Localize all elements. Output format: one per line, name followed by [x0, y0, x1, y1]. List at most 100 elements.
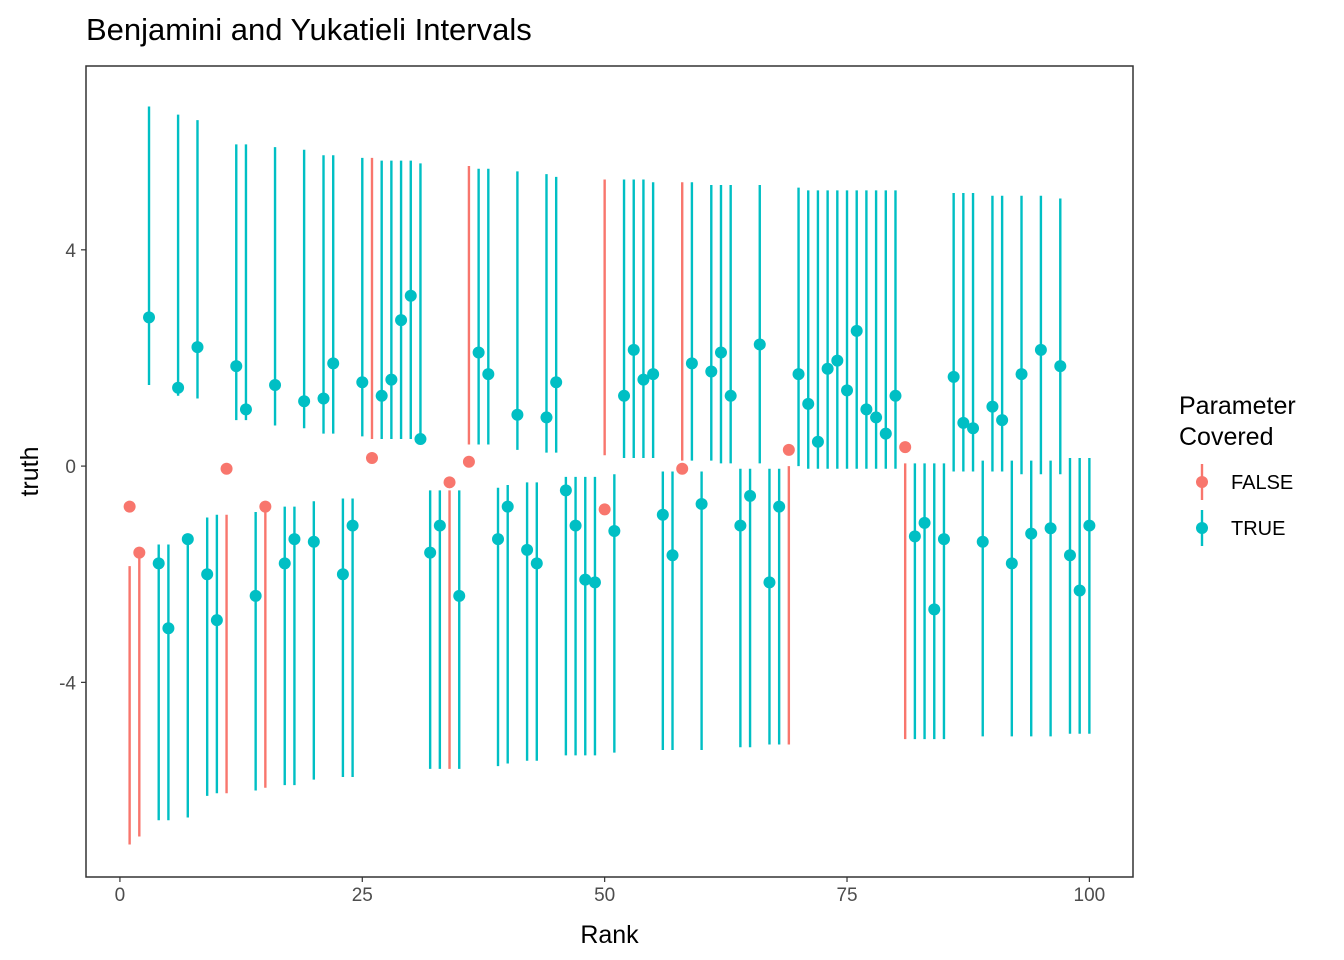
legend-key-point-true — [1196, 522, 1208, 534]
point-rank-62 — [714, 346, 727, 359]
point-rank-74 — [831, 354, 844, 367]
point-rank-39 — [492, 533, 505, 546]
points-layer — [123, 289, 1096, 635]
point-rank-81 — [899, 441, 912, 454]
point-rank-80 — [889, 389, 902, 402]
point-rank-69 — [782, 443, 795, 456]
point-rank-64 — [734, 519, 747, 532]
point-rank-49 — [588, 576, 601, 589]
point-rank-42 — [521, 543, 534, 556]
point-rank-38 — [482, 368, 495, 381]
point-rank-47 — [569, 519, 582, 532]
point-rank-37 — [472, 346, 485, 359]
point-rank-32 — [424, 546, 437, 559]
point-rank-95 — [1034, 343, 1047, 356]
point-rank-9 — [201, 568, 214, 581]
point-rank-17 — [278, 557, 291, 570]
point-rank-53 — [627, 343, 640, 356]
legend-entries: FALSE TRUE — [1196, 464, 1293, 546]
point-rank-86 — [947, 370, 960, 383]
point-rank-59 — [685, 357, 698, 370]
legend-key-point-false — [1196, 476, 1208, 488]
y-tick-label-0: -4 — [59, 673, 76, 694]
point-rank-24 — [346, 519, 359, 532]
point-rank-2 — [133, 546, 146, 559]
legend-title-line-1: Parameter — [1179, 392, 1296, 420]
point-rank-41 — [511, 408, 524, 421]
point-rank-46 — [559, 484, 572, 497]
point-rank-96 — [1044, 522, 1057, 535]
point-rank-51 — [608, 524, 621, 537]
point-rank-65 — [744, 489, 757, 502]
point-rank-25 — [356, 376, 369, 389]
point-rank-5 — [162, 622, 175, 635]
point-rank-31 — [414, 433, 427, 446]
x-tick-label-1: 25 — [352, 885, 373, 906]
point-rank-19 — [298, 395, 311, 408]
point-rank-61 — [705, 365, 718, 378]
point-rank-71 — [802, 397, 815, 410]
point-rank-98 — [1063, 549, 1076, 562]
point-rank-84 — [928, 603, 941, 616]
y-tick-label-2: 4 — [65, 241, 76, 262]
point-rank-50 — [598, 503, 611, 516]
point-rank-54 — [637, 373, 650, 386]
point-rank-21 — [317, 392, 330, 405]
point-rank-91 — [996, 414, 1009, 427]
point-rank-94 — [1025, 527, 1038, 540]
point-rank-20 — [307, 535, 320, 548]
point-rank-100 — [1083, 519, 1096, 532]
point-rank-83 — [918, 516, 931, 529]
point-rank-4 — [152, 557, 165, 570]
point-rank-58 — [676, 462, 689, 475]
x-tick-label-2: 50 — [594, 885, 615, 906]
point-rank-28 — [385, 373, 398, 386]
point-rank-33 — [433, 519, 446, 532]
point-rank-82 — [908, 530, 921, 543]
point-rank-23 — [336, 568, 349, 581]
point-rank-75 — [841, 384, 854, 397]
point-rank-57 — [666, 549, 679, 562]
point-rank-8 — [191, 341, 204, 354]
legend-label-true: TRUE — [1231, 518, 1285, 540]
point-rank-87 — [957, 416, 970, 429]
point-rank-72 — [811, 435, 824, 448]
point-rank-88 — [967, 422, 980, 435]
point-rank-79 — [879, 427, 892, 440]
point-rank-11 — [220, 462, 233, 475]
point-rank-92 — [1005, 557, 1018, 570]
point-rank-56 — [656, 508, 669, 521]
point-rank-66 — [753, 338, 766, 351]
legend-label-false: FALSE — [1231, 472, 1293, 494]
point-rank-85 — [937, 533, 950, 546]
point-rank-16 — [269, 378, 282, 391]
point-rank-22 — [327, 357, 340, 370]
legend: Parameter Covered FALSE TRUE — [1179, 392, 1296, 546]
point-rank-60 — [695, 497, 708, 510]
point-rank-97 — [1054, 360, 1067, 373]
point-rank-13 — [239, 403, 252, 416]
point-rank-55 — [647, 368, 660, 381]
point-rank-90 — [986, 400, 999, 413]
chart-title: Benjamini and Yukatieli Intervals — [86, 12, 532, 47]
point-rank-10 — [210, 614, 223, 627]
point-rank-52 — [618, 389, 631, 402]
point-rank-67 — [763, 576, 776, 589]
y-tick-label-1: 0 — [65, 457, 76, 478]
x-axis-title: Rank — [580, 921, 639, 949]
point-rank-14 — [249, 589, 262, 602]
point-rank-48 — [579, 573, 592, 586]
point-rank-93 — [1015, 368, 1028, 381]
point-rank-26 — [365, 451, 378, 464]
point-rank-15 — [259, 500, 272, 513]
point-rank-35 — [453, 589, 466, 602]
x-tick-label-3: 75 — [836, 885, 857, 906]
y-axis: -4 0 4 — [59, 241, 86, 694]
point-rank-3 — [143, 311, 156, 324]
point-rank-73 — [821, 362, 834, 375]
y-axis-title: truth — [16, 446, 44, 496]
point-rank-36 — [462, 455, 475, 468]
point-rank-27 — [375, 389, 388, 402]
plot-panel — [85, 65, 1134, 878]
